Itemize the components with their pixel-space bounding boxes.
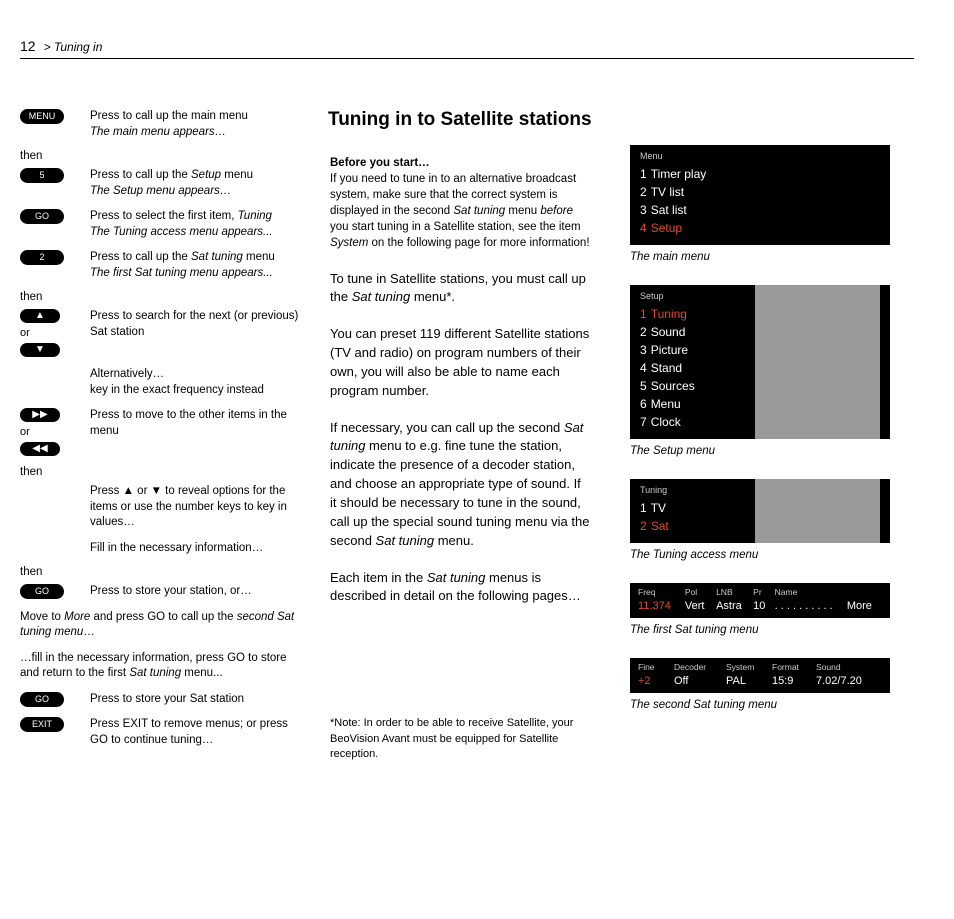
remote-button: ▼: [20, 343, 60, 357]
remote-button: ◀◀: [20, 442, 60, 456]
instructions-column: MENU Press to call up the main menuThe ma…: [20, 109, 300, 762]
button-cell: GO: [20, 692, 90, 707]
instruction-row: EXIT Press EXIT to remove menus; or press…: [20, 717, 300, 748]
instruction-row: 5 Press to call up the Setup menuThe Setu…: [20, 168, 300, 199]
strip-headers: FreqPolLNBPrName: [638, 587, 882, 597]
footnote: *Note: In order to be able to receive Sa…: [330, 716, 590, 762]
instruction-row: MENU Press to call up the main menuThe ma…: [20, 109, 300, 140]
remote-button: ▲: [20, 309, 60, 323]
button-cell: EXIT: [20, 717, 90, 732]
instruction-row: Alternatively…key in the exact frequency…: [20, 367, 300, 398]
menu-item: 1Tuning: [640, 305, 755, 323]
menu-title: Setup: [640, 291, 755, 301]
instruction-text: Press to move to the other items in the …: [90, 408, 300, 439]
instruction-text: Press to search for the next (or previou…: [90, 309, 300, 340]
instruction-row: GO Press to store your Sat station: [20, 692, 300, 708]
instruction-row: Fill in the necessary information…: [20, 541, 300, 557]
menu-caption: The second Sat tuning menu: [630, 699, 890, 711]
button-cell: GO: [20, 209, 90, 224]
remote-button: GO: [20, 584, 64, 599]
menu-caption: The first Sat tuning menu: [630, 624, 890, 636]
osd-menu: Menu 1Timer play2TV list3Sat list4Setup: [630, 145, 890, 245]
instruction-row: GO Press to select the first item, Tuning…: [20, 209, 300, 240]
body-p1: To tune in Satellite stations, you must …: [330, 270, 590, 308]
strip-values: +2OffPAL15:97.02/7.20: [638, 675, 882, 687]
osd-menu: Setup 1Tuning2Sound3Picture4Stand5Sources…: [630, 285, 890, 439]
remote-button: ▶▶: [20, 408, 60, 422]
menu-item: 6Menu: [640, 395, 755, 413]
tuning-strip: FreqPolLNBPrName 11.374VertAstra10. . . .…: [630, 583, 890, 618]
menu-item: 7Clock: [640, 413, 755, 431]
button-cell: 2: [20, 250, 90, 265]
instruction-text: Press to call up the Setup menuThe Setup…: [90, 168, 253, 199]
remote-button: EXIT: [20, 717, 64, 732]
instruction-row: ▶▶or◀◀Press to move to the other items i…: [20, 408, 300, 456]
osd-menu: Tuning 1TV2Sat: [630, 479, 890, 543]
instruction-row: ▲or▼Press to search for the next (or pre…: [20, 309, 300, 357]
remote-button: MENU: [20, 109, 64, 124]
instruction-text: Press to store your Sat station: [90, 692, 244, 708]
page-header: 12 > Tuning in: [20, 38, 914, 59]
remote-button: 2: [20, 250, 64, 265]
remote-button: GO: [20, 692, 64, 707]
body-p2: You can preset 119 different Satellite s…: [330, 325, 590, 400]
page-title: Tuning in to Satellite stations: [328, 109, 590, 131]
button-cell: ▶▶or◀◀: [20, 408, 90, 456]
body-p3: If necessary, you can call up the second…: [330, 419, 590, 551]
page-number: 12: [20, 38, 36, 54]
connector-text: then: [20, 466, 300, 478]
menu-item: 4Stand: [640, 359, 755, 377]
instruction-row: 2 Press to call up the Sat tuning menuThe…: [20, 250, 300, 281]
body-p4: Each item in the Sat tuning menus is des…: [330, 569, 590, 607]
button-cell: GO: [20, 584, 90, 599]
menu-caption: The Setup menu: [630, 445, 890, 457]
connector-text: then: [20, 150, 300, 162]
menu-item: 3Sat list: [640, 201, 880, 219]
menu-item: 2Sound: [640, 323, 755, 341]
strip-values: 11.374VertAstra10. . . . . . . . . .More: [638, 600, 882, 612]
menu-item: 1Timer play: [640, 165, 880, 183]
instruction-para: …fill in the necessary information, pres…: [20, 651, 300, 682]
menu-title: Tuning: [640, 485, 755, 495]
menu-item: 1TV: [640, 499, 755, 517]
menus-column: Menu 1Timer play2TV list3Sat list4Setup Th…: [630, 145, 890, 762]
strip-headers: FineDecoderSystemFormatSound: [638, 662, 882, 672]
instruction-text: Alternatively…key in the exact frequency…: [90, 367, 264, 398]
menu-item: 2Sat: [640, 517, 755, 535]
instruction-text: Press to select the first item, TuningTh…: [90, 209, 273, 240]
connector-text: then: [20, 291, 300, 303]
instruction-text: Press to call up the Sat tuning menuThe …: [90, 250, 275, 281]
remote-button: 5: [20, 168, 64, 183]
tuning-strip: FineDecoderSystemFormatSound +2OffPAL15:9…: [630, 658, 890, 693]
remote-button: GO: [20, 209, 64, 224]
instruction-para: Move to More and press GO to call up the…: [20, 610, 300, 641]
before-text: If you need to tune in to an alternative…: [330, 173, 590, 249]
menu-title: Menu: [640, 151, 880, 161]
menu-item: 2TV list: [640, 183, 880, 201]
menu-item: 4Setup: [640, 219, 880, 237]
instruction-text: Press ▲ or ▼ to reveal options for the i…: [90, 484, 300, 531]
instruction-text: Press to call up the main menuThe main m…: [90, 109, 248, 140]
instruction-text: Fill in the necessary information…: [90, 541, 263, 557]
button-cell: 5: [20, 168, 90, 183]
before-label: Before you start…: [330, 157, 430, 169]
instruction-row: Press ▲ or ▼ to reveal options for the i…: [20, 484, 300, 531]
instruction-row: GO Press to store your station, or…: [20, 584, 300, 600]
menu-caption: The main menu: [630, 251, 890, 263]
before-you-start: Before you start… If you need to tune in…: [330, 155, 590, 252]
menu-item: 3Picture: [640, 341, 755, 359]
menu-caption: The Tuning access menu: [630, 549, 890, 561]
instruction-text: Press to store your station, or…: [90, 584, 252, 600]
breadcrumb: > Tuning in: [44, 40, 103, 54]
instruction-text: Press EXIT to remove menus; or press GO …: [90, 717, 300, 748]
connector-text: then: [20, 566, 300, 578]
menu-item: 5Sources: [640, 377, 755, 395]
button-cell: ▲or▼: [20, 309, 90, 357]
button-cell: MENU: [20, 109, 90, 124]
content-column: Tuning in to Satellite stations Before y…: [330, 109, 590, 762]
